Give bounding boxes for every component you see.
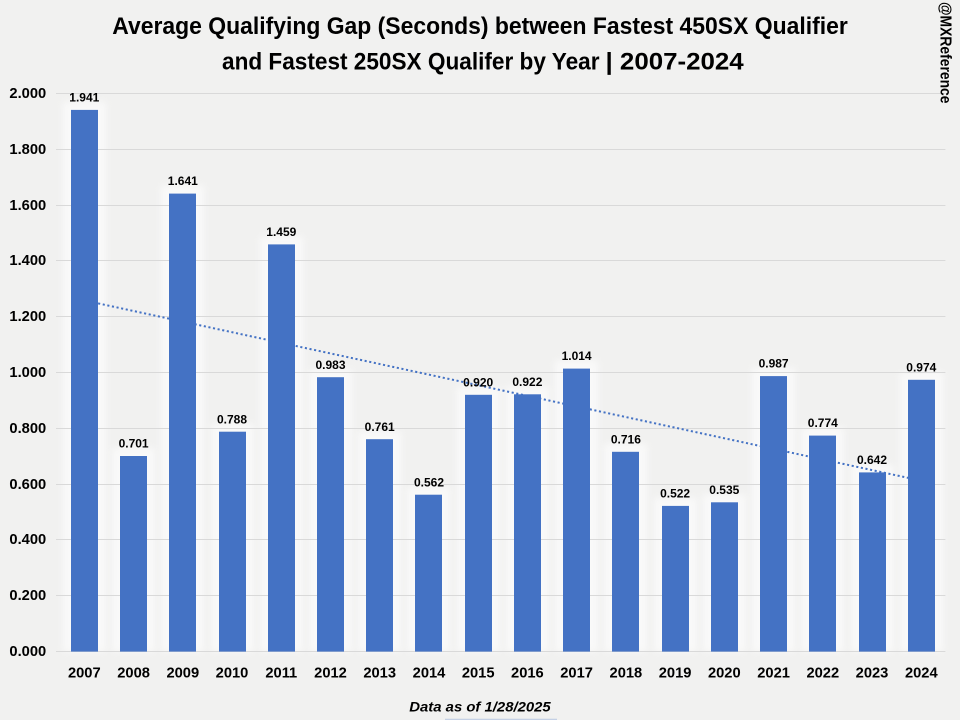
svg-text:2016: 2016 [511, 666, 544, 682]
svg-text:Average Qualifying Gap (Second: Average Qualifying Gap (Seconds) between… [112, 13, 848, 40]
svg-text:0.800: 0.800 [9, 421, 46, 437]
svg-text:@MXReference: @MXReference [937, 2, 954, 104]
svg-text:0.535: 0.535 [709, 483, 739, 497]
svg-text:0.922: 0.922 [512, 375, 542, 389]
svg-text:2018: 2018 [610, 666, 643, 682]
svg-text:1.400: 1.400 [9, 253, 46, 269]
svg-text:1.200: 1.200 [9, 309, 46, 325]
svg-text:1.641: 1.641 [168, 174, 198, 188]
svg-text:0.400: 0.400 [9, 532, 46, 548]
svg-text:2007: 2007 [68, 666, 101, 682]
svg-text:2017: 2017 [560, 666, 593, 682]
svg-text:0.522: 0.522 [660, 487, 690, 501]
svg-text:0.200: 0.200 [9, 588, 46, 604]
svg-text:2022: 2022 [806, 666, 839, 682]
svg-text:0.761: 0.761 [365, 420, 395, 434]
svg-text:1.600: 1.600 [9, 198, 46, 214]
svg-text:2024: 2024 [905, 666, 939, 682]
svg-text:0.600: 0.600 [9, 477, 46, 493]
svg-text:0.701: 0.701 [119, 437, 149, 451]
svg-text:1.800: 1.800 [9, 142, 46, 158]
svg-text:1.941: 1.941 [69, 91, 99, 105]
svg-text:2008: 2008 [117, 666, 150, 682]
svg-text:0.983: 0.983 [315, 358, 345, 372]
svg-text:1.000: 1.000 [9, 365, 46, 381]
svg-text:0.000: 0.000 [9, 644, 46, 660]
svg-text:0.987: 0.987 [759, 357, 789, 371]
svg-text:2020: 2020 [708, 666, 741, 682]
svg-text:0.562: 0.562 [414, 475, 444, 489]
svg-text:0.716: 0.716 [611, 432, 641, 446]
svg-text:2013: 2013 [363, 666, 396, 682]
svg-text:2019: 2019 [659, 666, 692, 682]
svg-text:2023: 2023 [856, 666, 889, 682]
svg-text:0.974: 0.974 [906, 360, 936, 374]
svg-text:2011: 2011 [265, 666, 297, 682]
svg-text:0.920: 0.920 [463, 375, 493, 389]
svg-text:0.642: 0.642 [857, 453, 887, 467]
svg-text:2012: 2012 [314, 666, 347, 682]
svg-text:0.788: 0.788 [217, 412, 247, 426]
svg-text:| 2007-2024: | 2007-2024 [606, 49, 745, 76]
svg-text:2021: 2021 [757, 666, 790, 682]
svg-text:0.774: 0.774 [808, 416, 838, 430]
svg-text:2010: 2010 [216, 666, 249, 682]
svg-text:Data as of 1/28/2025: Data as of 1/28/2025 [409, 699, 552, 715]
svg-text:and Fastest 250SX Qualifer by: and Fastest 250SX Qualifer by Year [222, 49, 600, 76]
svg-text:1.459: 1.459 [266, 225, 296, 239]
svg-text:2.000: 2.000 [9, 86, 46, 102]
svg-text:1.014: 1.014 [562, 349, 592, 363]
svg-text:2015: 2015 [462, 666, 495, 682]
svg-text:2009: 2009 [166, 666, 199, 682]
svg-text:2014: 2014 [413, 666, 447, 682]
